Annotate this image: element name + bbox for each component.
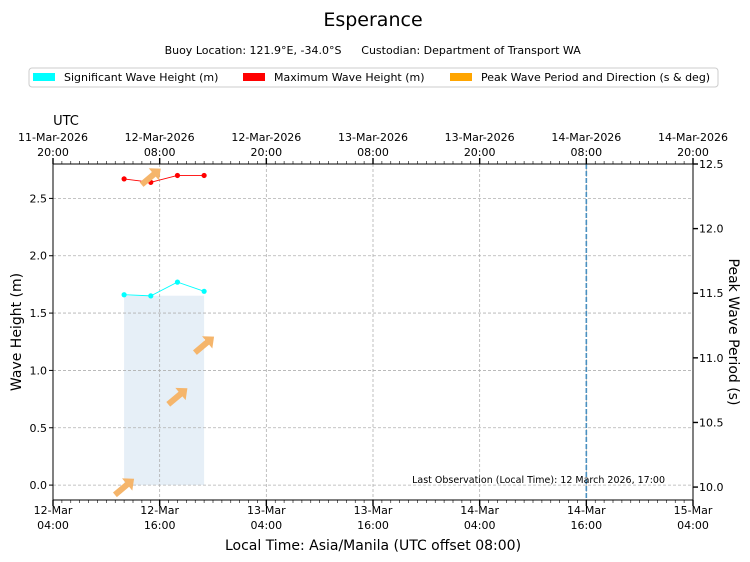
x-tick-label-date: 15-Mar bbox=[674, 504, 713, 517]
y-right-tick-label: 11.5 bbox=[699, 287, 724, 300]
top-tick-label-date: 13-Mar-2026 bbox=[338, 131, 408, 144]
y-left-tick-label: 2.0 bbox=[30, 250, 48, 263]
y-axis-label-left: Wave Height (m) bbox=[9, 273, 25, 391]
legend-label-max: Maximum Wave Height (m) bbox=[274, 71, 425, 84]
max-wave-point bbox=[174, 172, 181, 179]
top-tick-label-date: 14-Mar-2026 bbox=[551, 131, 621, 144]
top-tick-label-time: 20:00 bbox=[250, 146, 282, 159]
max-wave-line bbox=[124, 175, 205, 183]
y-right-tick-label: 12.5 bbox=[699, 158, 724, 171]
top-tick-label-date: 12-Mar-2026 bbox=[231, 131, 301, 144]
x-tick-label-time: 04:00 bbox=[250, 519, 282, 532]
top-tick-label-date: 14-Mar-2026 bbox=[658, 131, 728, 144]
arrow-shape bbox=[139, 168, 161, 187]
observed-shade bbox=[124, 295, 205, 486]
x-tick-label-date: 13-Mar bbox=[247, 504, 286, 517]
x-axis-label: Local Time: Asia/Manila (UTC offset 08:0… bbox=[225, 538, 521, 554]
legend-label-peak: Peak Wave Period and Direction (s & deg) bbox=[481, 71, 710, 84]
max-wave-point bbox=[201, 172, 207, 179]
y-left-tick-label: 0.5 bbox=[30, 422, 48, 435]
x-tick-label-time: 04:00 bbox=[37, 519, 69, 532]
legend-swatch-sig bbox=[33, 73, 55, 81]
top-tick-label-date: 11-Mar-2026 bbox=[18, 131, 88, 144]
y-right-tick-label: 12.0 bbox=[699, 223, 724, 236]
buoy-location: Buoy Location: 121.9°E, -34.0°S bbox=[165, 44, 342, 57]
sig-wave-point bbox=[121, 292, 127, 298]
x-tick-label-date: 12-Mar bbox=[34, 504, 73, 517]
top-tick-label-time: 08:00 bbox=[144, 146, 176, 159]
x-tick-label-time: 04:00 bbox=[464, 519, 496, 532]
top-tick-label-time: 08:00 bbox=[357, 146, 389, 159]
sig-wave-point bbox=[174, 279, 181, 285]
max-wave-point bbox=[121, 176, 127, 182]
y-right-tick-label: 11.0 bbox=[699, 352, 724, 365]
y-left-tick-label: 0.0 bbox=[30, 479, 48, 492]
legend-label-sig: Significant Wave Height (m) bbox=[64, 71, 218, 84]
chart-title: Esperance bbox=[323, 9, 422, 31]
x-tick-label-time: 04:00 bbox=[677, 519, 709, 532]
top-tick-label-time: 20:00 bbox=[677, 146, 709, 159]
sig-wave-point bbox=[148, 293, 154, 299]
x-tick-label-date: 14-Mar bbox=[460, 504, 499, 517]
x-tick-label-time: 16:00 bbox=[357, 519, 389, 532]
y-axis-label-right: Peak Wave Period (s) bbox=[725, 259, 741, 406]
x-tick-label-time: 16:00 bbox=[144, 519, 176, 532]
peak-direction-arrow bbox=[112, 478, 135, 498]
arrow-shape bbox=[112, 478, 135, 498]
arrow-shape bbox=[166, 387, 188, 407]
x-tick-label-date: 14-Mar bbox=[567, 504, 606, 517]
sig-wave-line bbox=[124, 281, 205, 297]
peak-direction-arrow bbox=[192, 336, 215, 355]
peak-direction-arrow bbox=[139, 168, 161, 187]
legend-swatch-max bbox=[243, 73, 265, 81]
top-tick-label-time: 20:00 bbox=[464, 146, 496, 159]
legend-swatch-peak bbox=[450, 73, 472, 81]
top-tick-label-time: 20:00 bbox=[37, 146, 69, 159]
custodian: Custodian: Department of Transport WA bbox=[361, 44, 581, 57]
peak-direction-arrow bbox=[166, 387, 188, 407]
arrow-shape bbox=[192, 336, 215, 355]
x-tick-label-date: 12-Mar bbox=[140, 504, 179, 517]
top-axis-title: UTC bbox=[53, 114, 79, 129]
sig-wave-point bbox=[201, 288, 207, 294]
y-left-tick-label: 2.5 bbox=[30, 192, 48, 205]
top-tick-label-time: 08:00 bbox=[570, 146, 602, 159]
y-right-tick-label: 10.0 bbox=[699, 481, 724, 494]
y-left-tick-label: 1.5 bbox=[30, 307, 48, 320]
legend-frame bbox=[28, 67, 719, 88]
legend: Significant Wave Height (m) Maximum Wave… bbox=[28, 67, 719, 88]
y-right-tick-label: 10.5 bbox=[699, 416, 724, 429]
x-tick-label-time: 16:00 bbox=[570, 519, 602, 532]
top-tick-label-date: 12-Mar-2026 bbox=[125, 131, 195, 144]
y-left-tick-label: 1.0 bbox=[30, 364, 48, 377]
top-tick-label-date: 13-Mar-2026 bbox=[445, 131, 515, 144]
x-tick-label-date: 13-Mar bbox=[354, 504, 393, 517]
last-observation-note: Last Observation (Local Time): 12 March … bbox=[412, 475, 665, 486]
